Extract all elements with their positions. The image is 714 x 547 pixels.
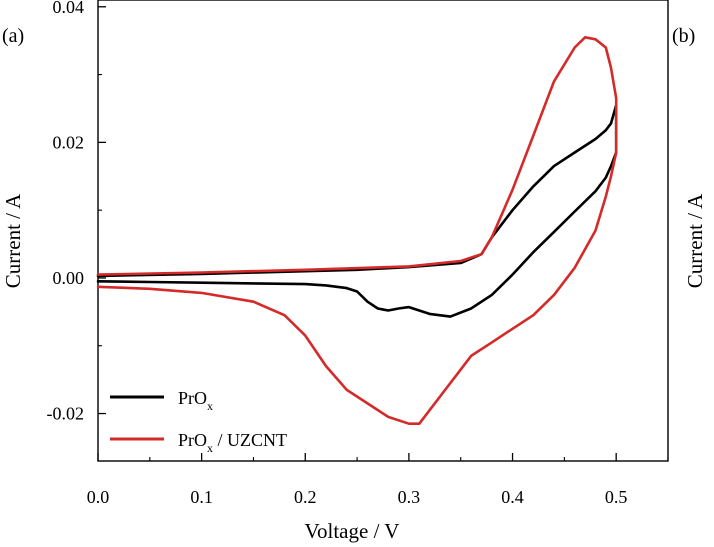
y-tick-label: 0.02 [53,132,85,152]
x-tick-label: 0.0 [87,487,110,507]
y-tick-label: -0.02 [47,404,85,424]
x-tick-label: 0.3 [398,487,421,507]
tick-layer: 0.0 0.1 0.2 0.3 0.4 0.5 -0.02 0.00 0.02 0.04 [47,0,669,507]
legend: PrOx PrOx / UZCNT [110,388,287,455]
series-line-prox-uzcnt [96,36,618,425]
x-tick-label: 0.1 [190,487,213,507]
x-tick-label: 0.4 [501,487,524,507]
x-tick-label: 0.5 [605,487,628,507]
y-tick-label: 0.00 [53,268,85,288]
legend-label-prox-uzcnt: PrOx / UZCNT [178,430,287,455]
y-axis-title: Current / A [1,193,25,288]
x-tick-label: 0.2 [294,487,317,507]
series-line-prox [96,103,618,318]
y-tick-label: 0.04 [53,0,85,17]
panel-label-b: (b) [672,25,695,47]
series-layer [96,36,618,425]
x-axis-title: Voltage / V [305,519,400,543]
y-axis-title-panel-b: Current / A [683,193,707,288]
plot-frame [97,0,669,462]
panel-label-a: (a) [2,25,24,47]
legend-label-prox: PrOx [178,388,213,413]
